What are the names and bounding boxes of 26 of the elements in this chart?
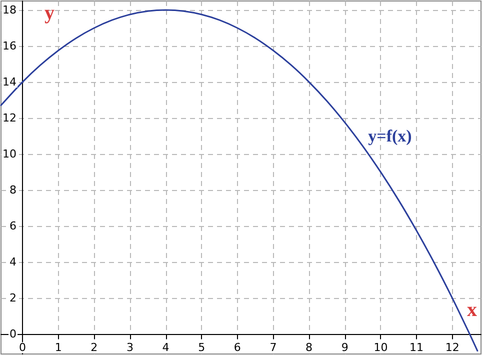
y-tick-label: 8	[9, 184, 16, 197]
x-tick-label: 9	[341, 341, 348, 354]
y-tick-label: 10	[2, 148, 16, 161]
annotation: y=f(x)	[368, 126, 412, 146]
y-tick-label: 2	[9, 292, 16, 305]
x-tick-label: 1	[54, 341, 62, 354]
x-axis-title: x	[467, 299, 477, 322]
x-tick-label: 8	[306, 341, 313, 354]
x-tick-label: 3	[126, 341, 134, 354]
x-tick-label: 6	[234, 341, 241, 354]
x-tick-label: 10	[374, 341, 388, 354]
x-tick-label: 7	[270, 341, 277, 354]
y-tick-label: 14	[2, 76, 16, 89]
y-tick-label: 16	[2, 40, 16, 53]
y-tick-label: 18	[2, 4, 16, 17]
x-tick-label: 2	[90, 341, 98, 354]
y-axis-title: y	[44, 2, 54, 24]
x-tick-label: 5	[198, 341, 206, 354]
x-tick-label: 11	[410, 341, 424, 354]
y-tick-label: 4	[9, 256, 16, 269]
y-tick-label: 0	[9, 328, 16, 341]
x-tick-label: 4	[162, 341, 170, 354]
y-tick-label: 12	[2, 112, 16, 125]
y-tick-label: 6	[9, 220, 16, 233]
x-tick-label: 12	[445, 341, 460, 354]
x-tick-label: 0	[18, 341, 26, 354]
